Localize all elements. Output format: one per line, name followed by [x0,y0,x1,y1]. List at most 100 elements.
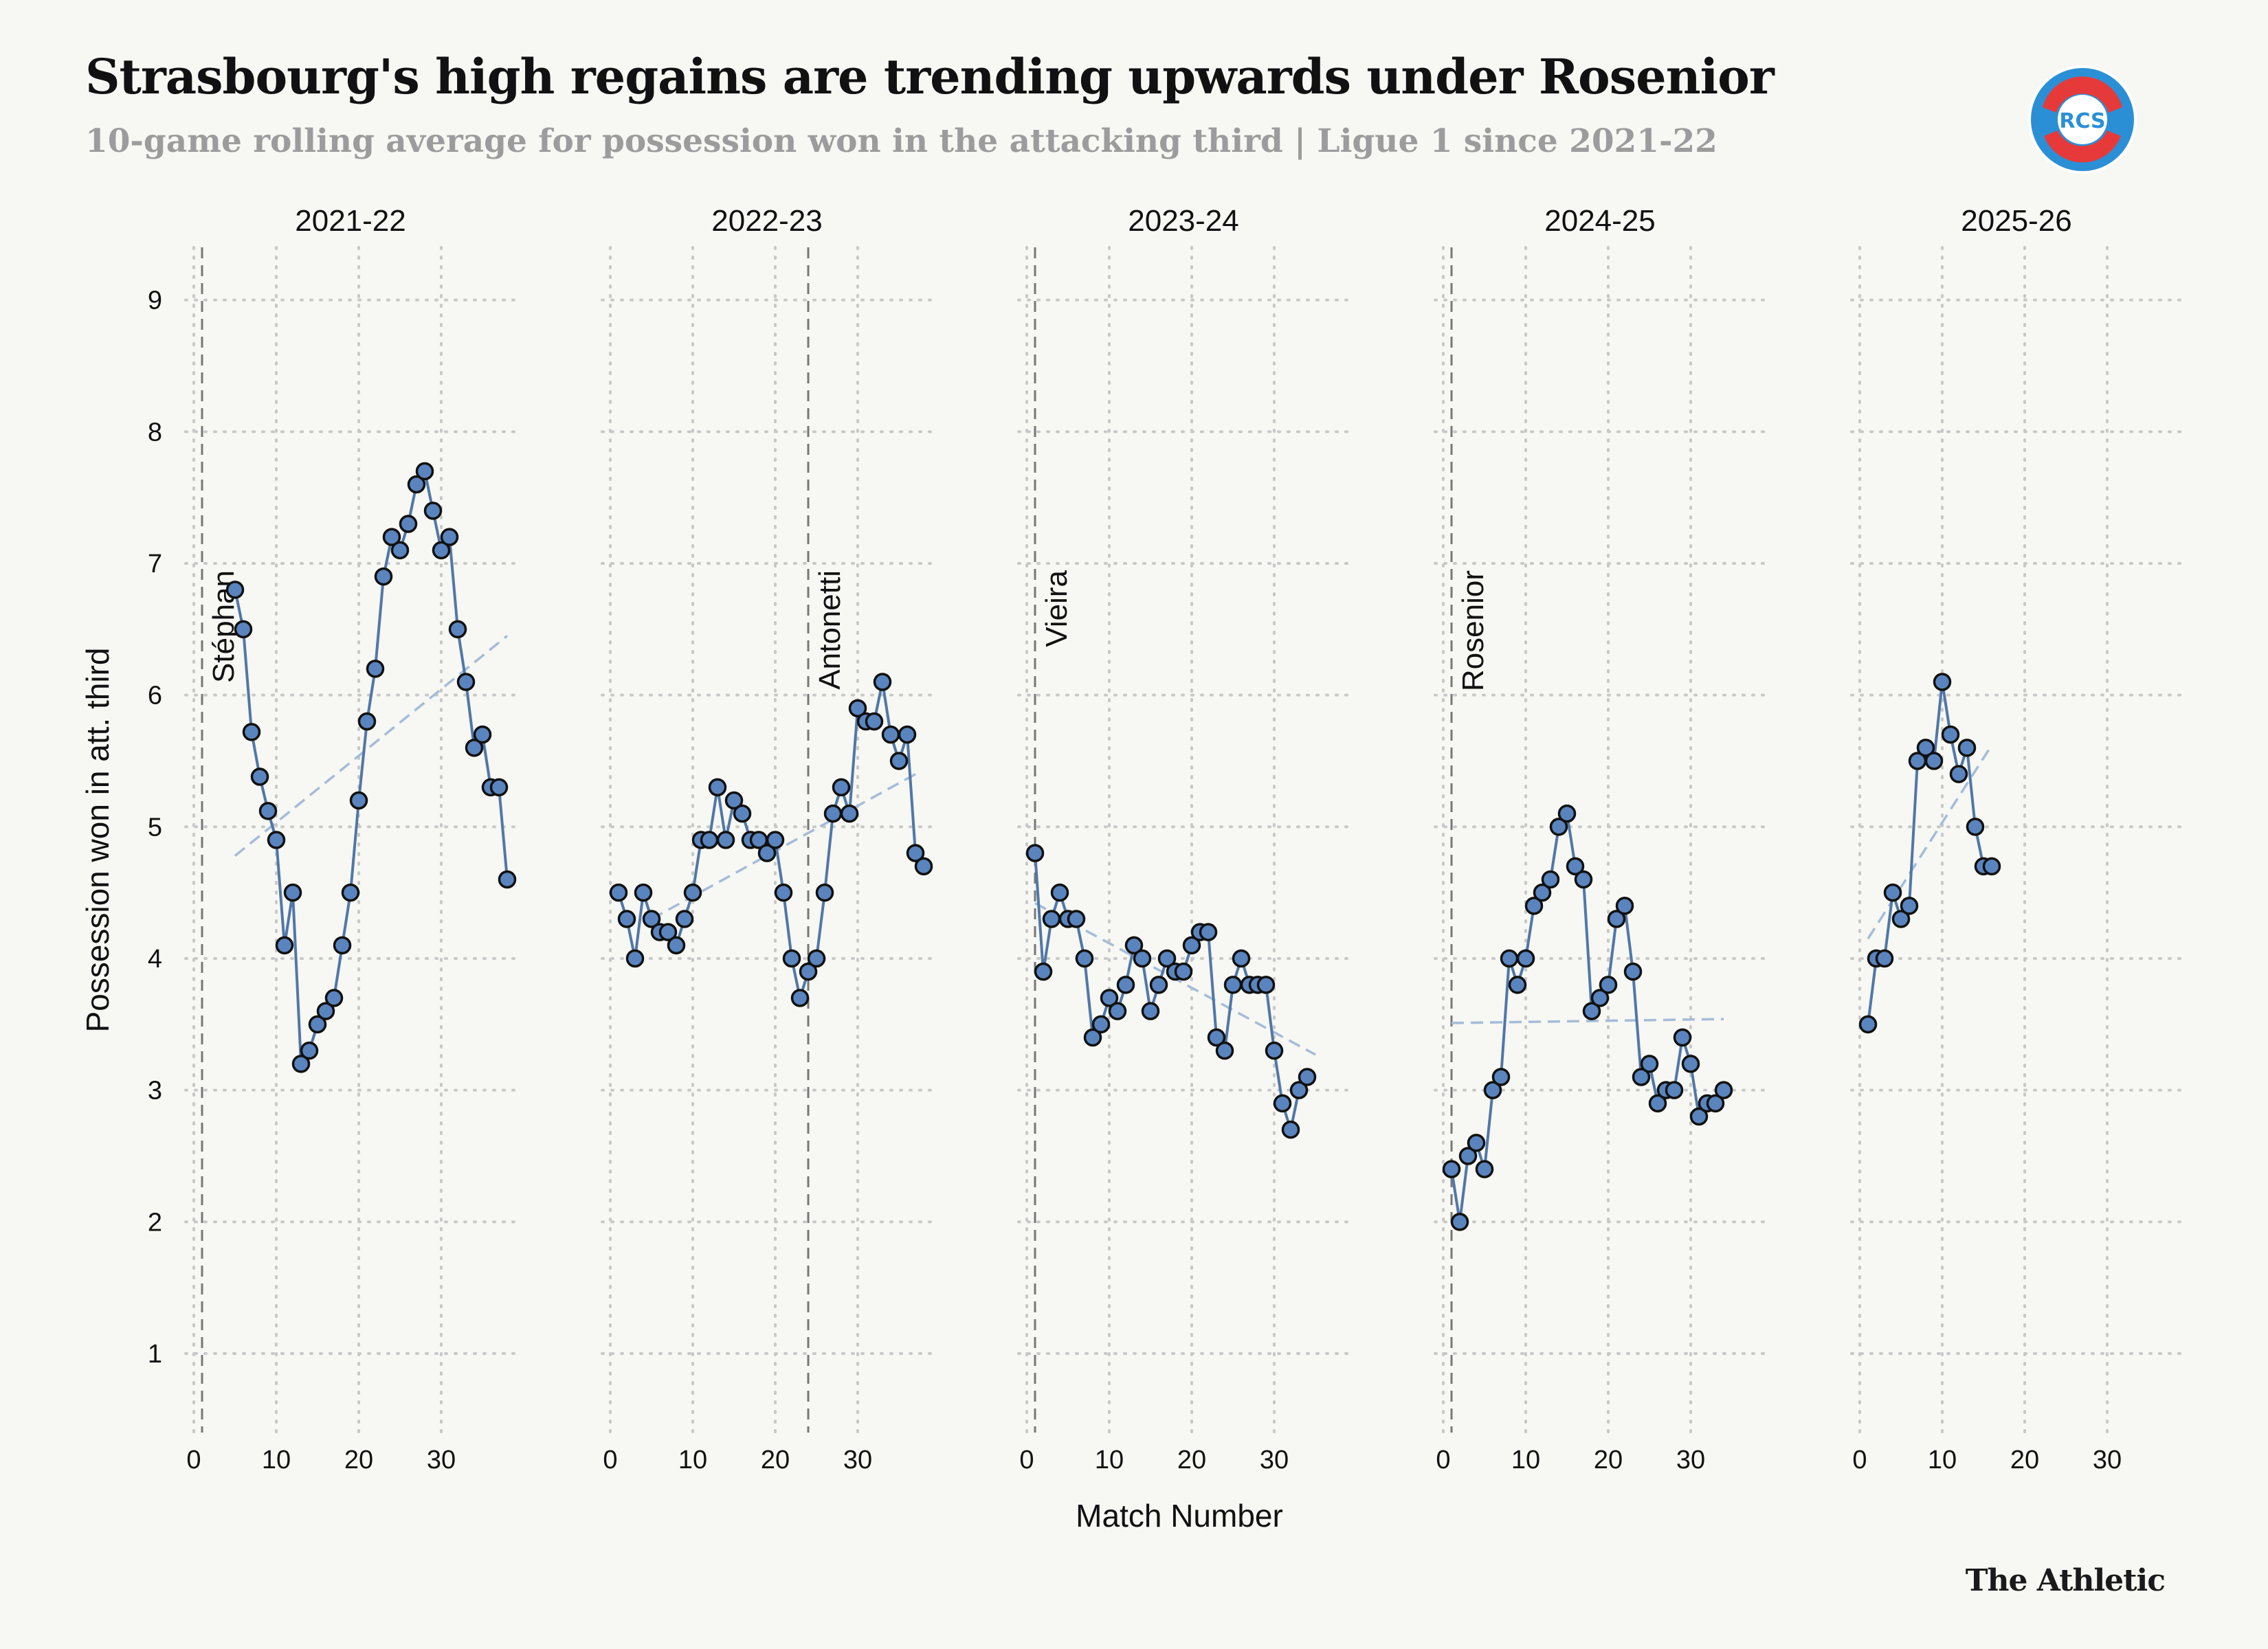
data-point [625,949,645,968]
data-point [1289,1081,1309,1099]
data-point [609,883,628,902]
panel-title: 2022-23 [711,204,822,238]
data-point [1067,910,1086,928]
x-tick-label: 30 [2093,1446,2122,1474]
data-point [898,725,917,744]
data-point [906,844,925,862]
y-tick-label: 4 [148,945,162,974]
x-tick-label: 0 [1436,1446,1450,1474]
data-point [873,673,892,691]
x-tick-label: 10 [1095,1446,1124,1474]
data-point [634,883,653,902]
data-point [333,936,352,955]
data-point [1957,739,1977,757]
data-point [733,804,752,823]
data-point [300,1041,319,1060]
x-tick-label: 20 [2010,1446,2039,1474]
y-tick-label: 6 [148,682,162,710]
y-tick-label: 8 [148,418,162,447]
data-point [1124,936,1144,955]
data-point [366,660,385,678]
panel-title: 2025-26 [1961,204,2071,238]
data-point [1891,910,1911,928]
data-point [840,804,859,823]
data-point [448,620,467,639]
data-point [1108,1002,1127,1020]
data-point [250,767,269,786]
x-tick-label: 30 [1260,1446,1289,1474]
data-point [1900,897,1919,915]
x-tick-label: 0 [603,1446,617,1474]
coach-label: Vieira [1040,570,1074,647]
data-point [1075,949,1094,968]
x-tick-label: 20 [1177,1446,1206,1474]
data-point [658,923,678,941]
coach-label: Rosenior [1456,570,1490,691]
data-point [757,844,777,862]
data-point [1273,1094,1292,1113]
data-point [799,962,818,981]
data-point [1623,962,1643,981]
crest-initials: RCS [2059,109,2105,133]
x-tick-label: 20 [1594,1446,1623,1474]
trend-line [234,635,509,857]
data-point [832,778,851,797]
coach-label: Antonetti [813,570,847,690]
data-point [1467,1134,1486,1152]
data-point [1100,989,1119,1007]
data-point [1491,1068,1511,1086]
data-point [1298,1068,1317,1086]
y-tick-label: 5 [148,813,162,842]
data-point [865,712,884,731]
data-point [1149,976,1168,994]
data-point [1207,1028,1226,1047]
data-point [1025,844,1045,862]
data-point [1265,1041,1284,1060]
data-point [675,910,694,928]
data-point [1182,936,1201,955]
y-tick-label: 1 [148,1340,162,1369]
y-tick-label: 3 [148,1077,162,1106]
data-point [1199,923,1218,941]
y-axis-label: Possession won in att. third [80,648,115,1033]
trend-line [1451,1018,1724,1024]
data-point [1933,673,1952,691]
trend-line [1867,744,1993,940]
data-point [1223,976,1243,994]
data-point [258,802,278,820]
data-point [642,910,661,928]
data-point [790,989,810,1007]
data-point [432,541,451,560]
data-point [1524,897,1544,915]
data-point [291,1055,311,1073]
data-point [382,528,401,546]
x-tick-label: 10 [1511,1446,1540,1474]
data-point [1083,1028,1102,1047]
data-point [1232,949,1251,968]
data-point [1557,804,1577,823]
x-tick-label: 0 [186,1446,201,1474]
panel-2023-24: 0 10 20 30 2023-24 Vieira [1017,204,1350,1474]
data-point [1116,976,1135,994]
data-point [1858,1015,1878,1034]
data-point [1157,949,1177,968]
x-tick-label: 30 [843,1446,872,1474]
x-axis-label: Match Number [1076,1498,1283,1534]
data-point [1883,883,1902,902]
x-tick-label: 30 [427,1446,456,1474]
data-point [1582,1002,1601,1020]
data-point [1875,949,1894,968]
data-point [881,725,900,744]
data-point [1599,976,1618,994]
data-point [1508,976,1527,994]
data-point [1541,870,1560,889]
data-point [283,883,302,902]
data-point [683,883,702,902]
data-point [1648,1094,1667,1113]
data-point [1450,1213,1469,1231]
crest-red-band-top [2043,76,2122,113]
data-point [1941,725,1960,744]
crest-red-band-bottom [2044,131,2121,163]
data-point [1050,883,1069,902]
